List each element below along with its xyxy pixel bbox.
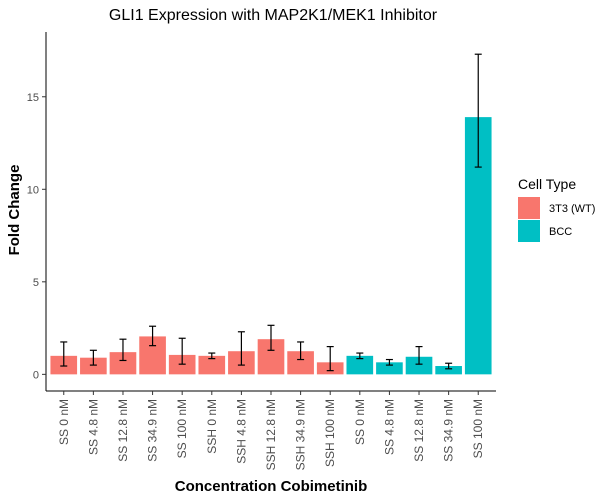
x-tick-label: SS 100 nM [471, 399, 485, 458]
bar [80, 357, 107, 375]
legend-label-3t3: 3T3 (WT) [549, 203, 595, 215]
y-axis-ticks: 0 5 10 15 [27, 92, 46, 381]
legend: Cell Type 3T3 (WT) BCC [518, 176, 595, 242]
bar [435, 366, 462, 375]
x-tick-label: SS 4.8 nM [382, 399, 396, 455]
bar [287, 351, 314, 375]
y-axis-title: Fold Change [6, 165, 23, 256]
x-tick-label: SS 0 nM [353, 399, 367, 445]
bar [405, 356, 433, 375]
x-tick-label: SSH 0 nM [205, 399, 219, 454]
bar [198, 355, 226, 375]
bar [109, 352, 137, 375]
plot-area [50, 53, 492, 375]
legend-label-bcc: BCC [549, 226, 572, 238]
x-tick-label: SS 34.9 nM [146, 399, 160, 462]
x-tick-label: SSH 34.9 nM [294, 399, 308, 470]
x-axis-title: Concentration Cobimetinib [175, 478, 368, 495]
x-tick-label: SS 0 nM [57, 399, 71, 445]
legend-swatch-3t3 [518, 197, 540, 219]
x-tick-label: SS 12.8 nM [116, 399, 130, 462]
y-tick-label: 5 [33, 277, 39, 289]
y-tick-label: 10 [27, 184, 39, 196]
chart-title: GLI1 Expression with MAP2K1/MEK1 Inhibit… [109, 7, 438, 24]
x-axis-ticks: SS 0 nM SS 4.8 nM SS 12.8 nM SS 34.9 nM SS 1… [57, 391, 485, 470]
x-tick-label: SSH 4.8 nM [234, 399, 248, 464]
x-tick-label: SS 12.8 nM [412, 399, 426, 462]
x-tick-label: SS 4.8 nM [86, 399, 100, 455]
legend-swatch-bcc [518, 220, 540, 242]
x-tick-label: SS 34.9 nM [442, 399, 456, 462]
bar [376, 362, 403, 375]
legend-title: Cell Type [518, 176, 576, 192]
x-tick-label: SSH 100 nM [323, 399, 337, 467]
x-tick-label: SSH 12.8 nM [264, 399, 278, 470]
x-tick-label: SS 100 nM [175, 399, 189, 458]
y-tick-label: 15 [27, 92, 39, 104]
y-tick-label: 0 [33, 369, 39, 381]
bar [346, 355, 374, 375]
